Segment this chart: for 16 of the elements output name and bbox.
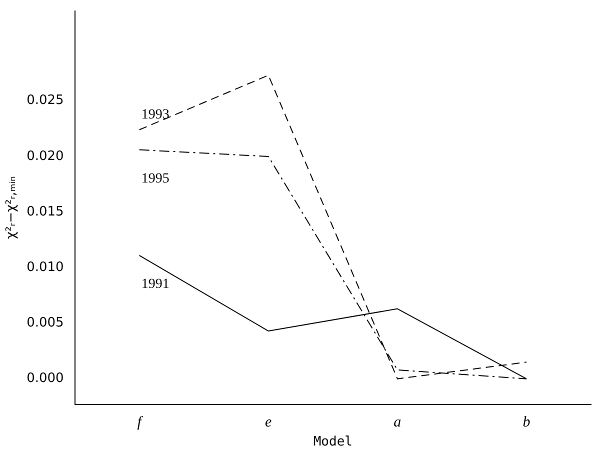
y-tick-label: 0.025 xyxy=(26,93,64,108)
y-axis-title: χ²ᵣ−χ²ᵣ,ₘᵢₙ xyxy=(4,176,20,240)
y-tick-label: 0.000 xyxy=(26,371,64,386)
series-label: 1995 xyxy=(141,171,170,186)
x-tick-label: b xyxy=(522,414,531,430)
x-tick-label: f xyxy=(137,414,144,430)
x-tick-label: e xyxy=(265,414,272,430)
y-tick-label: 0.005 xyxy=(26,316,64,331)
x-axis-title: Model xyxy=(313,434,352,450)
y-tick-label: 0.020 xyxy=(26,148,64,164)
y-tick-label: 0.015 xyxy=(26,204,64,220)
y-tick-label: 0.010 xyxy=(26,260,64,276)
x-tick-label: a xyxy=(394,414,402,430)
series-label: 1991 xyxy=(141,277,170,292)
series-label: 1993 xyxy=(141,107,170,122)
line-series xyxy=(138,74,527,380)
